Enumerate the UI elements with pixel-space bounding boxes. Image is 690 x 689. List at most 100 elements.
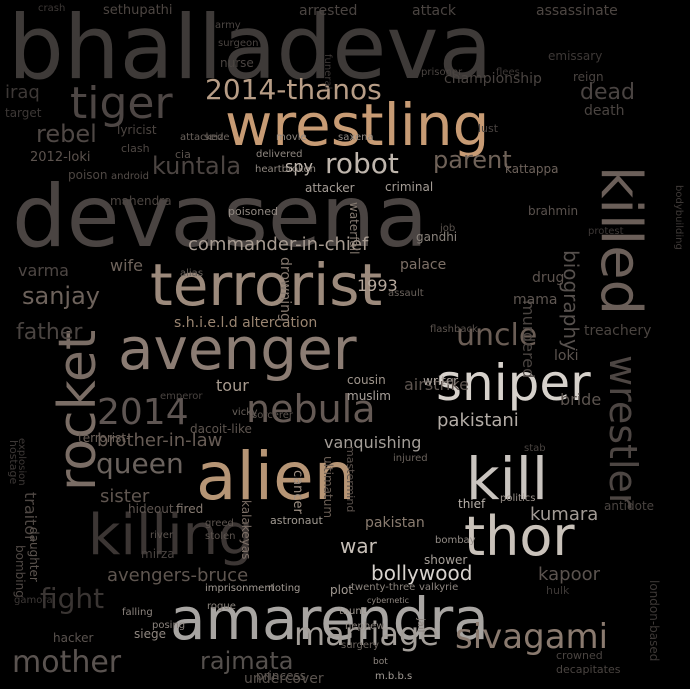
word: kattappa [505, 162, 559, 176]
word: undercover [244, 671, 324, 687]
word: bombay [435, 535, 476, 546]
word: championship [444, 71, 542, 87]
word: falling [122, 607, 153, 618]
word: robot [325, 147, 399, 180]
word: kuntala [152, 152, 242, 180]
word: terrorist [150, 251, 383, 319]
word: 1993 [357, 276, 398, 295]
word: assault [388, 288, 424, 299]
word: movie [276, 132, 307, 143]
word: tiger [70, 78, 173, 129]
word: thor [464, 505, 575, 568]
word: rogue [207, 601, 236, 612]
word: antidote [604, 499, 655, 513]
word: attack [412, 3, 456, 19]
word: drug [532, 270, 565, 286]
word: biography [559, 250, 583, 351]
word: mother [12, 645, 122, 680]
word: criminal [385, 180, 434, 194]
word: spy [285, 157, 313, 176]
word: decapitates [556, 663, 621, 676]
word: rajmata [200, 647, 294, 675]
word: stolen [205, 531, 236, 542]
word: thief [458, 497, 486, 511]
word: funeral [322, 54, 333, 90]
word: valkyrie [419, 582, 459, 593]
word: mastermind [344, 446, 357, 513]
word: crash [38, 3, 66, 14]
word: parent [433, 146, 512, 174]
word: queen [96, 447, 184, 480]
word: mahendra [110, 194, 172, 208]
word: stab [524, 443, 546, 454]
word: sivagami [455, 617, 609, 657]
word: arrested [299, 3, 358, 19]
word: treachery [584, 323, 652, 339]
word: alias [180, 268, 204, 279]
word: wrestler [601, 355, 645, 509]
word: imprisonment [205, 583, 275, 594]
word: job [440, 223, 456, 234]
word: siege [134, 627, 166, 641]
word: rebel [36, 120, 97, 148]
word: tour [216, 376, 249, 395]
word: jail [415, 618, 426, 633]
word: taunt [339, 606, 366, 617]
word: wrestling [225, 91, 490, 159]
word: protest [588, 226, 624, 237]
word: fight [40, 582, 105, 615]
word: murdered [519, 300, 538, 379]
word: bhalladeva [8, 0, 493, 99]
word: daughter [27, 527, 41, 582]
word: 2014 [97, 392, 189, 433]
word: sanjay [22, 282, 100, 310]
word: emperor [160, 391, 203, 402]
word: vicky [232, 407, 258, 418]
word: waterfall [347, 202, 361, 255]
word: astronaut [270, 514, 323, 527]
word: heartbroken [255, 164, 316, 175]
word: saxena [338, 132, 374, 143]
word: river [150, 530, 174, 541]
word: bride [560, 390, 602, 409]
word: fired [176, 502, 204, 516]
word: sethupathi [103, 3, 173, 18]
word: attacker [305, 181, 355, 195]
word: poison [68, 168, 108, 182]
word: kill [466, 445, 548, 513]
word: marriage [294, 615, 440, 653]
word: gamora [14, 595, 53, 606]
word: m.b.b.s [375, 671, 413, 682]
word: army [215, 20, 241, 31]
word: killed [588, 166, 653, 316]
word: london-based [647, 580, 661, 662]
word: plot [330, 583, 353, 597]
word: cybernetic [367, 596, 410, 605]
word: hacker [53, 631, 94, 645]
word: shower [424, 553, 468, 567]
word: 2012-loki [30, 150, 91, 165]
word: alien [196, 438, 356, 515]
word: devasena [12, 167, 429, 267]
word: loki [554, 348, 579, 364]
word: poisoned [228, 205, 278, 218]
word: prisoner [421, 67, 463, 78]
word: injured [393, 453, 428, 464]
word: brother-in-law [97, 430, 223, 451]
word: hostage [7, 440, 20, 485]
word: nephew [345, 621, 385, 632]
word: cia [175, 148, 191, 161]
word: father [16, 320, 83, 345]
word: twenty-three [351, 582, 416, 593]
word: posing [152, 620, 186, 631]
word: palace [400, 257, 447, 273]
word: gandhi [416, 230, 458, 244]
word: sorcerer [252, 410, 294, 421]
word: target [5, 106, 42, 120]
word: brahmin [528, 204, 579, 218]
word: hideout [128, 502, 174, 516]
word: android [111, 171, 149, 182]
word: dacoit-like [190, 422, 252, 436]
word: clash [121, 142, 150, 155]
